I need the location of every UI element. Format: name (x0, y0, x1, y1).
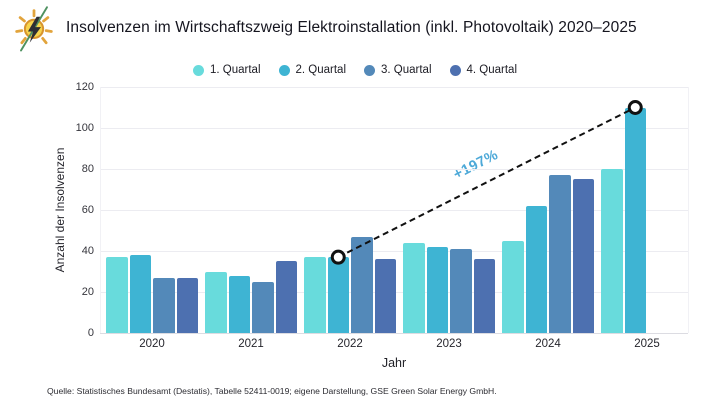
plot-right-border (687, 87, 689, 333)
x-tick-label-2023: 2023 (436, 338, 462, 350)
gridline-60 (100, 209, 688, 211)
bar-2025-q1 (601, 169, 623, 333)
y-tick-label: 20 (81, 286, 94, 298)
sun-lightning-logo (15, 6, 53, 52)
bar-2024-q1 (502, 240, 524, 333)
x-tick-label-2020: 2020 (139, 338, 165, 350)
legend-dot-q1 (193, 64, 204, 76)
source-note: Quelle: Statistisches Bundesamt (Destati… (47, 386, 497, 396)
x-tick-label-2021: 2021 (238, 338, 264, 350)
legend-item-q3: 3. Quartal (364, 64, 432, 76)
y-tick-label: 0 (87, 327, 94, 339)
x-axis-title: Jahr (381, 356, 407, 370)
legend-item-q1: 1. Quartal (193, 64, 261, 76)
bar-2023-q4 (473, 259, 495, 333)
plot-area: +197% (99, 86, 689, 334)
bar-2023-q2 (426, 246, 448, 333)
bar-2022-q1 (304, 257, 326, 333)
bar-2021-q2 (228, 275, 250, 333)
trend-overlay (330, 100, 643, 265)
bar-2020-q1 (106, 257, 128, 333)
bar-2022-q3 (351, 236, 373, 333)
legend-item-q2: 2. Quartal (278, 64, 347, 76)
bar-2021-q1 (205, 271, 227, 333)
chart-title: Insolvenzen im Wirtschaftszweig Elektroi… (66, 19, 637, 36)
bar-2025-q2 (624, 107, 646, 333)
gridline-80 (100, 168, 688, 170)
bar-2022-q2 (327, 257, 349, 333)
trend-line (337, 106, 636, 259)
legend-label: 1. Quartal (210, 64, 261, 76)
y-tick-label: 80 (81, 163, 94, 175)
trend-start-marker (330, 249, 346, 265)
legend-label: 3. Quartal (381, 64, 432, 76)
legend-dot-q4 (449, 64, 461, 76)
legend-dot-q3 (364, 64, 375, 76)
y-tick-label: 40 (81, 245, 94, 257)
bar-2020-q3 (153, 277, 175, 333)
gridline-0 (100, 332, 688, 334)
bar-2020-q2 (129, 255, 151, 333)
gridline-100 (100, 127, 688, 129)
legend-label: 4. Quartal (466, 64, 518, 76)
gridline-40 (100, 250, 688, 252)
y-tick-label: 60 (81, 204, 94, 216)
chart-legend: 1. Quartal 2. Quartal 3. Quartal 4. Quartal (0, 61, 710, 79)
gridline-120 (100, 86, 688, 88)
trend-end-marker (627, 100, 643, 115)
legend-label: 2. Quartal (295, 64, 347, 76)
x-tick-label-2025: 2025 (634, 338, 660, 350)
x-tick-label-2022: 2022 (337, 338, 363, 350)
plot-left-border (99, 87, 101, 333)
bar-2021-q4 (275, 261, 297, 333)
bar-2021-q3 (252, 281, 274, 333)
bar-2024-q3 (549, 175, 571, 333)
bar-2022-q4 (374, 259, 396, 333)
bar-2024-q2 (525, 205, 547, 333)
legend-dot-q2 (278, 64, 290, 76)
bar-2024-q4 (572, 179, 594, 333)
y-tick-label: 120 (75, 81, 94, 93)
bar-2020-q4 (176, 277, 198, 333)
bar-2023-q1 (403, 242, 425, 333)
bar-2023-q3 (450, 248, 472, 333)
legend-item-q4: 4. Quartal (449, 64, 518, 76)
x-tick-label-2024: 2024 (535, 338, 561, 350)
y-tick-label: 100 (75, 122, 94, 134)
